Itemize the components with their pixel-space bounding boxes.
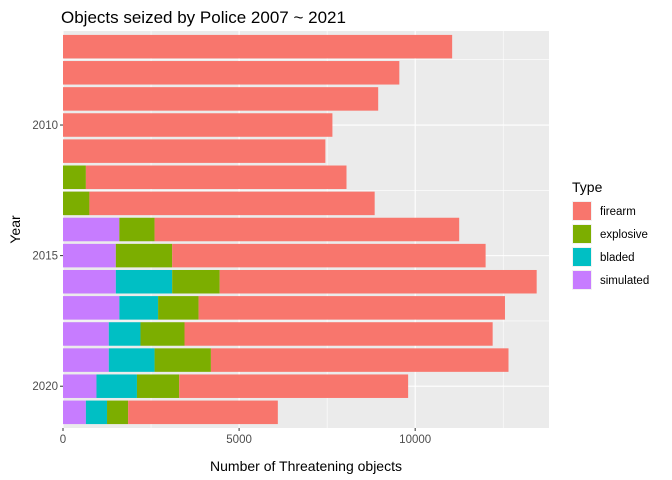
x-axis-title: Number of Threatening objects <box>210 458 402 474</box>
bar-simulated-2020 <box>63 374 97 398</box>
x-tick-label: 10000 <box>399 434 431 446</box>
bar-explosive-2019 <box>154 348 211 372</box>
bar-bladed-2020 <box>96 374 137 398</box>
legend-label-explosive: explosive <box>600 229 648 241</box>
y-axis-title: Year <box>7 215 23 244</box>
bar-firearm-2016 <box>219 269 537 294</box>
bar-firearm-2010 <box>63 113 333 137</box>
bar-explosive-2020 <box>136 374 180 398</box>
legend-swatch-explosive <box>573 225 591 243</box>
bar-firearm-2013 <box>89 191 375 216</box>
bar-simulated-2015 <box>63 243 116 268</box>
y-tick-label: 2010 <box>32 120 58 132</box>
bar-explosive-2021 <box>107 400 129 425</box>
bar-explosive-2013 <box>63 191 90 216</box>
y-tick-label: 2015 <box>32 251 58 263</box>
bar-bladed-2016 <box>115 269 173 294</box>
legend-label-firearm: firearm <box>600 206 636 218</box>
legend-swatch-firearm <box>573 202 591 220</box>
bar-explosive-2012 <box>63 165 86 190</box>
chart-title: Objects seized by Police 2007 ~ 2021 <box>61 8 346 27</box>
bar-firearm-2007 <box>63 34 453 59</box>
bar-explosive-2017 <box>158 296 199 320</box>
bar-explosive-2015 <box>115 243 173 268</box>
bar-firearm-2011 <box>63 139 326 163</box>
bar-bladed-2019 <box>108 348 155 372</box>
legend-swatch-bladed <box>573 248 591 266</box>
bar-firearm-2014 <box>154 217 460 242</box>
legend-label-simulated: simulated <box>600 275 649 287</box>
bar-simulated-2014 <box>63 217 120 242</box>
bar-firearm-2019 <box>210 348 509 372</box>
x-tick-label: 0 <box>60 434 66 446</box>
bar-firearm-2009 <box>63 87 379 111</box>
bar-simulated-2021 <box>63 400 86 425</box>
bar-firearm-2015 <box>172 243 486 268</box>
y-tick-label: 2020 <box>32 381 58 393</box>
bar-simulated-2016 <box>63 269 116 294</box>
legend: Type firearm explosive bladed simulated <box>572 179 649 290</box>
bar-bladed-2017 <box>119 296 159 320</box>
bar-firearm-2008 <box>63 61 400 85</box>
legend-label-bladed: bladed <box>600 252 635 264</box>
x-axis-ticks: 0 5000 10000 <box>60 428 431 446</box>
bar-simulated-2017 <box>63 296 120 320</box>
x-tick-label: 5000 <box>226 434 252 446</box>
bar-bladed-2021 <box>85 400 108 425</box>
bar-firearm-2018 <box>184 322 493 346</box>
legend-title: Type <box>572 179 603 195</box>
bar-firearm-2021 <box>128 400 278 425</box>
y-axis-ticks: 2010 2015 2020 <box>32 120 63 393</box>
bar-firearm-2012 <box>85 165 347 190</box>
bar-explosive-2014 <box>119 217 155 242</box>
bar-explosive-2018 <box>140 322 185 346</box>
bar-bladed-2018 <box>108 322 141 346</box>
bar-simulated-2018 <box>63 322 109 346</box>
bar-firearm-2017 <box>198 296 505 320</box>
legend-swatch-simulated <box>573 271 591 289</box>
bars <box>63 34 537 425</box>
bar-simulated-2019 <box>63 348 109 372</box>
bar-firearm-2020 <box>179 374 409 398</box>
bar-explosive-2016 <box>172 269 220 294</box>
